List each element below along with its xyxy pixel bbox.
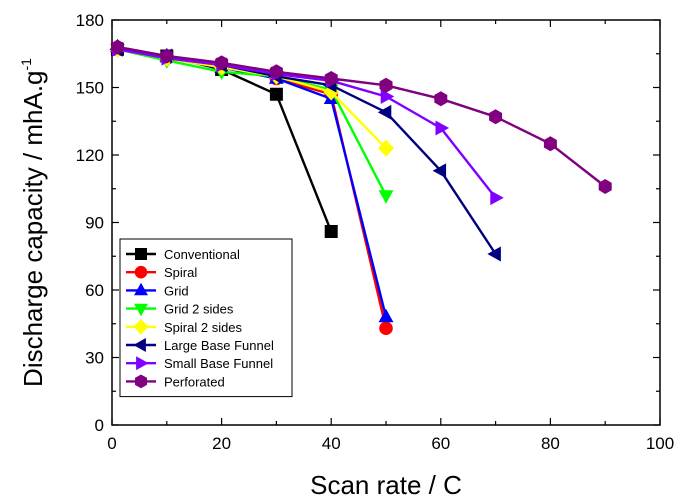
data-point (111, 39, 124, 55)
y-axis-title-text: Discharge capacity / mhA.g (18, 70, 48, 386)
y-tick-label: 90 (85, 214, 104, 233)
data-point (215, 55, 229, 71)
legend-marker (134, 303, 148, 317)
legend-item: Perforated (126, 374, 225, 389)
y-axis-title-superscript: -1 (18, 58, 34, 71)
y-tick-label: 30 (85, 349, 104, 368)
series-spiral-2-sides (109, 40, 394, 157)
series-line (117, 48, 497, 199)
legend-marker (134, 265, 148, 279)
legend-item: Small Base Funnel (126, 356, 273, 371)
legend-label: Grid (164, 283, 189, 298)
data-point (160, 48, 174, 64)
x-tick-label: 40 (322, 434, 341, 453)
y-tick-label: 150 (76, 79, 104, 98)
legend-marker (133, 338, 146, 352)
series-line (117, 48, 387, 150)
series-line (117, 45, 606, 188)
legend-item: Spiral (126, 265, 197, 280)
data-point (490, 190, 504, 206)
data-point (435, 120, 450, 136)
x-tick-label: 0 (107, 434, 116, 453)
legend-marker (136, 356, 149, 371)
y-tick-label: 120 (76, 146, 104, 165)
data-point (489, 109, 503, 125)
data-point (543, 136, 557, 152)
series-perforated (111, 39, 612, 194)
series-small-base-funnel (112, 41, 504, 206)
data-point (378, 139, 394, 157)
data-point (269, 87, 283, 101)
legend: Conventional Spiral Grid Grid 2 sides Spiral… (119, 238, 293, 398)
y-tick-label: 180 (76, 11, 104, 30)
legend-label: Perforated (164, 374, 225, 389)
x-tick-label: 60 (431, 434, 450, 453)
legend-label: Spiral (164, 265, 197, 280)
data-point (380, 89, 395, 104)
legend-box (119, 238, 293, 398)
legend-marker (133, 318, 149, 335)
data-point (377, 104, 392, 120)
y-tick-label: 0 (95, 416, 104, 435)
data-point (324, 225, 338, 238)
data-point (598, 179, 612, 194)
x-tick-label: 80 (541, 434, 560, 453)
legend-item: Grid (126, 282, 189, 298)
legend-item: Large Base Funnel (126, 338, 274, 353)
y-axis-title: Discharge capacity / mhA.g-1 (18, 58, 48, 387)
data-point (269, 64, 283, 80)
data-point (487, 246, 501, 262)
data-point (378, 190, 394, 204)
series-line (117, 48, 388, 197)
data-point (434, 91, 448, 107)
series-layer (109, 38, 612, 336)
axes: 0 20 40 60 80 100 0 30 60 90 120 150 180 (76, 11, 675, 453)
x-tick-label: 20 (212, 434, 231, 453)
legend-label: Small Base Funnel (164, 356, 273, 371)
series-line (117, 48, 497, 255)
data-point (379, 77, 393, 93)
x-tick-label: 100 (646, 434, 674, 453)
y-tick-label: 60 (85, 281, 104, 300)
data-point (324, 71, 338, 86)
legend-label: Spiral 2 sides (164, 320, 243, 335)
data-point (379, 321, 393, 336)
legend-item: Conventional (126, 247, 240, 262)
legend-marker (135, 248, 147, 260)
legend-marker (135, 374, 147, 389)
legend-label: Large Base Funnel (164, 338, 274, 353)
data-point (378, 308, 394, 323)
data-point (432, 163, 447, 179)
legend-item: Spiral 2 sides (126, 318, 243, 335)
legend-item: Grid 2 sides (126, 302, 234, 317)
legend-label: Grid 2 sides (164, 302, 234, 317)
legend-label: Conventional (164, 247, 240, 262)
x-axis-title: Scan rate / C (310, 470, 462, 500)
legend-marker (134, 282, 148, 296)
